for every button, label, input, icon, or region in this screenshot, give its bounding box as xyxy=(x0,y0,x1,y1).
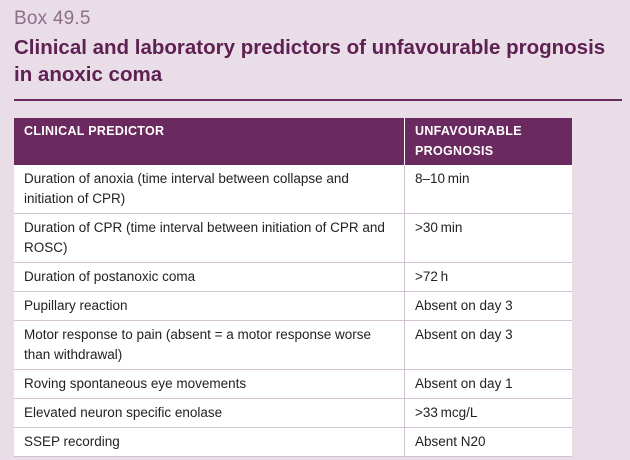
table-row: Elevated neuron specific enolase >33 mcg… xyxy=(14,398,572,428)
predictor-cell: Duration of anoxia (time interval betwee… xyxy=(14,165,405,214)
table-row: SSEP recording Absent N20 xyxy=(14,427,572,457)
table-row: Roving spontaneous eye movements Absent … xyxy=(14,369,572,399)
header-unfavourable-prognosis: UNFAVOURABLE PROGNOSIS xyxy=(404,118,572,165)
prognosis-cell: >72 h xyxy=(404,262,572,292)
predictor-cell: Pupillary reaction xyxy=(14,291,405,321)
prognosis-cell: >33 mcg/L xyxy=(404,398,572,428)
header-clinical-predictor: CLINICAL PREDICTOR xyxy=(14,118,405,165)
prognosis-cell: Absent on day 3 xyxy=(404,291,572,321)
predictor-cell: Elevated neuron specific enolase xyxy=(14,398,405,428)
prognosis-cell: Absent on day 3 xyxy=(404,320,572,370)
box-title: Clinical and laboratory predictors of un… xyxy=(14,36,606,86)
prognosis-cell: Absent on day 1 xyxy=(404,369,572,399)
predictor-cell: Roving spontaneous eye movements xyxy=(14,369,405,399)
table-row: Duration of anoxia (time interval betwee… xyxy=(14,165,572,214)
prognosis-cell: >30 min xyxy=(404,213,572,263)
prognosis-cell: Absent N20 xyxy=(404,427,572,457)
prognosis-cell: 8–10 min xyxy=(404,165,572,214)
table-row: Pupillary reaction Absent on day 3 xyxy=(14,291,572,321)
title-divider xyxy=(14,99,622,101)
table-row: Motor response to pain (absent = a motor… xyxy=(14,320,572,370)
table-row: Duration of postanoxic coma >72 h xyxy=(14,262,572,292)
predictor-cell: Duration of postanoxic coma xyxy=(14,262,405,292)
predictor-cell: Duration of CPR (time interval between i… xyxy=(14,213,405,263)
box-label: Box 49.5 xyxy=(14,8,91,29)
predictors-table: CLINICAL PREDICTOR UNFAVOURABLE PROGNOSI… xyxy=(14,118,572,457)
table-header-row: CLINICAL PREDICTOR UNFAVOURABLE PROGNOSI… xyxy=(14,118,572,165)
predictor-cell: SSEP recording xyxy=(14,427,405,457)
predictor-cell: Motor response to pain (absent = a motor… xyxy=(14,320,405,370)
table-row: Duration of CPR (time interval between i… xyxy=(14,213,572,263)
